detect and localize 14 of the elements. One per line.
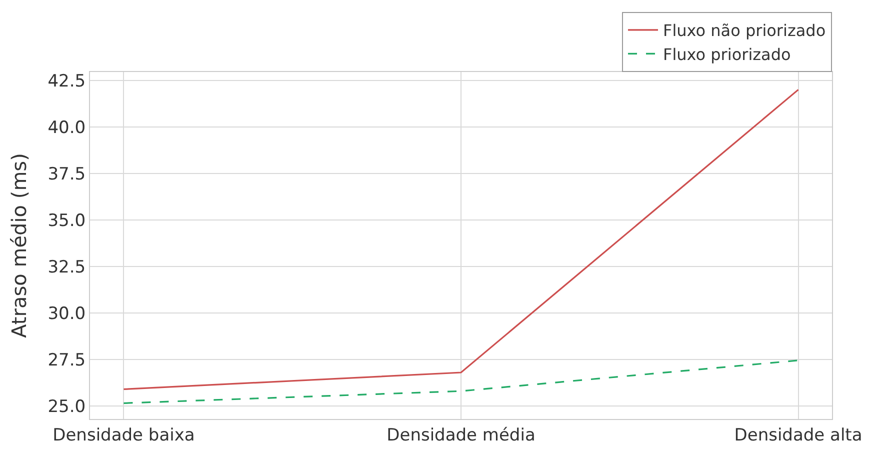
x-tick-label: Densidade alta <box>734 425 862 446</box>
x-tick-label: Densidade média <box>386 425 536 446</box>
y-tick-label: 30.0 <box>48 304 86 324</box>
y-tick-label: 35.0 <box>48 210 86 231</box>
y-tick-label: 40.0 <box>48 118 86 138</box>
legend-label: Fluxo não priorizado <box>663 21 826 40</box>
y-tick-label: 42.5 <box>48 71 86 92</box>
y-tick-label: 32.5 <box>48 257 86 278</box>
y-axis-title: Atraso médio (ms) <box>7 153 32 338</box>
legend-label: Fluxo priorizado <box>663 44 791 64</box>
x-tick-label: Densidade baixa <box>52 425 195 446</box>
y-tick-label: 25.0 <box>48 396 86 417</box>
y-tick-label: 37.5 <box>48 164 86 184</box>
y-tick-label: 27.5 <box>48 350 86 370</box>
